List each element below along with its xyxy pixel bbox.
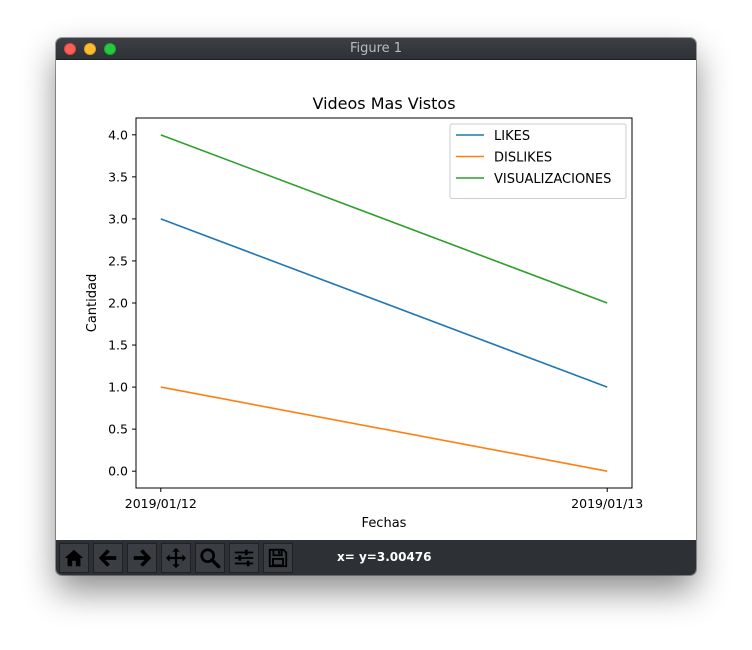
- y-tick-label-3: 1.5: [108, 338, 128, 353]
- series-line-visualizaciones: [160, 134, 608, 304]
- legend-label-likes: LIKES: [494, 129, 530, 144]
- pan-button[interactable]: [161, 543, 191, 573]
- x-axis-label: Fechas: [362, 516, 407, 531]
- back-button[interactable]: [93, 543, 123, 573]
- y-tick-label-6: 3.0: [108, 211, 128, 226]
- search-icon: [200, 548, 221, 569]
- x-tick-label-0: 2019/01/12: [125, 496, 197, 511]
- arrow-right-icon: [133, 549, 152, 567]
- save-button[interactable]: [263, 543, 293, 573]
- minimize-window-button[interactable]: [84, 43, 96, 55]
- y-tick-label-1: 0.5: [108, 422, 128, 437]
- cursor-coordinates: x= y=3.00476: [337, 550, 432, 564]
- y-tick-label-8: 4.0: [108, 127, 128, 142]
- sliders-icon: [234, 549, 254, 567]
- close-window-button[interactable]: [64, 43, 76, 55]
- plot-frame: [135, 117, 633, 489]
- y-tick-label-5: 2.5: [108, 253, 128, 268]
- zoom-button[interactable]: [195, 543, 225, 573]
- chart-title: Videos Mas Vistos: [312, 94, 455, 113]
- y-tick-label-7: 3.5: [108, 169, 128, 184]
- y-tick-label-0: 0.0: [108, 464, 128, 479]
- figure-canvas[interactable]: Videos Mas Vistos 0.0 0.5 1.0 1.5 2.0 2.5 3.0 3.…: [56, 60, 696, 540]
- x-tick-label-1: 2019/01/13: [571, 496, 643, 511]
- legend-label-dislikes: DISLIKES: [494, 151, 552, 166]
- move-icon: [165, 547, 187, 569]
- y-axis-label: Cantidad: [85, 274, 100, 332]
- legend-label-visualizaciones: VISUALIZACIONES: [494, 172, 611, 187]
- y-tick-label-4: 2.0: [108, 296, 128, 311]
- save-icon: [268, 548, 288, 568]
- home-icon: [64, 549, 84, 567]
- home-button[interactable]: [59, 543, 89, 573]
- arrow-left-icon: [98, 549, 117, 567]
- subplots-button[interactable]: [229, 543, 259, 573]
- series-line-dislikes: [160, 386, 608, 472]
- y-tick-label-2: 1.0: [108, 380, 128, 395]
- legend-box: [449, 123, 627, 199]
- window-title: Figure 1: [349, 41, 403, 56]
- navigation-toolbar: x= y=3.00476: [56, 540, 696, 575]
- series-line-likes: [160, 218, 608, 388]
- maximize-window-button[interactable]: [104, 43, 116, 55]
- line-chart: Videos Mas Vistos 0.0 0.5 1.0 1.5 2.0 2.5 3.0 3.…: [85, 94, 643, 531]
- forward-button[interactable]: [127, 543, 157, 573]
- figure-window: Figure 1 Videos Mas Vistos 0.0 0.5 1.0 1.5 2.…: [56, 38, 696, 575]
- title-bar: Figure 1: [56, 38, 696, 60]
